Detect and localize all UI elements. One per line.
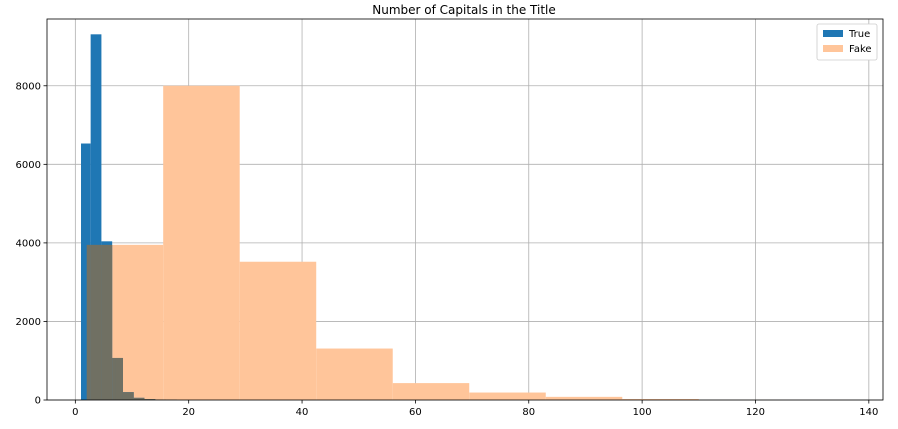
fake-bar-5	[392, 383, 470, 400]
fake-bar-2	[163, 85, 240, 400]
x-tick-label-2: 40	[296, 407, 309, 418]
overlap-bar-0-1	[90, 244, 102, 400]
fake-bar-7	[545, 396, 623, 400]
y-axis: 0 2000 4000 6000 8000	[16, 81, 47, 407]
plot-frame	[46, 18, 884, 401]
chart-title: Number of Capitals in the Title	[372, 3, 556, 17]
overlap-bar-1-6	[144, 399, 156, 400]
overlap-bar-1-4	[122, 392, 134, 400]
legend-label-fake: Fake	[849, 44, 872, 55]
y-tick-label-1: 2000	[16, 317, 41, 328]
fake-bar-6	[469, 392, 546, 400]
x-tick-label-1: 20	[182, 407, 195, 418]
fake-bar-1	[115, 244, 164, 400]
fake-bar-8	[622, 399, 699, 400]
x-tick-label-4: 80	[522, 407, 535, 418]
legend: True Fake	[816, 23, 878, 61]
legend-label-true: True	[848, 29, 870, 40]
fake-bar-3	[239, 261, 317, 400]
overlap-bar-1-5	[133, 397, 145, 400]
legend-swatch-true	[823, 30, 843, 37]
y-tick-label-3: 6000	[16, 160, 41, 171]
x-tick-label-3: 60	[409, 407, 422, 418]
x-tick-label-7: 140	[859, 407, 878, 418]
y-tick-label-2: 4000	[16, 238, 41, 249]
x-tick-label-5: 100	[633, 407, 652, 418]
fake-bar-4	[316, 348, 393, 400]
x-axis: 0 20 40 60 80 100 120 140	[72, 400, 878, 418]
y-tick-label-0: 0	[35, 396, 41, 407]
overlap-bar-0-2	[101, 244, 113, 400]
true-bar-1	[90, 34, 102, 401]
true-bar-0	[81, 143, 91, 400]
overlap-bar-0-0	[86, 244, 91, 400]
x-tick-label-6: 120	[746, 407, 765, 418]
legend-swatch-fake	[823, 45, 843, 52]
x-tick-label-0: 0	[72, 407, 78, 418]
y-tick-label-4: 8000	[16, 81, 41, 92]
overlap-bar-1-3	[115, 357, 123, 400]
overlap-bar-0-3	[112, 357, 116, 400]
